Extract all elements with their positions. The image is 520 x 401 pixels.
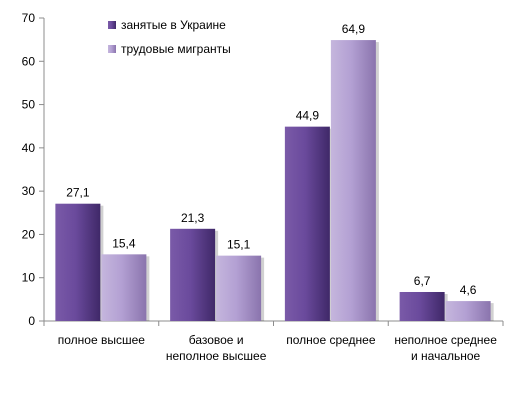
y-tick-label: 60 [22,54,36,68]
bar-migrants [216,255,262,321]
bar-employed [399,291,445,321]
x-category-label: неполное среднее и начальное [394,333,497,363]
y-tick-label: 40 [22,141,36,155]
y-tick-label: 20 [22,227,36,241]
data-label: 6,7 [414,274,431,288]
x-category-label: базовое и неполное высшее [166,333,267,363]
data-labels: 27,1 21,3 44,9 6,7 15,4 15,1 64,9 4,6 [66,22,477,297]
bar-migrants [101,254,147,321]
y-tick-label: 70 [22,11,36,25]
legend: занятые в Украине трудовые мигранты [108,18,231,56]
x-category-label: полное среднее [286,333,376,347]
bar-employed [284,126,330,321]
y-tick-label: 50 [22,98,36,112]
y-tick-label: 0 [28,314,35,328]
axes: 0 10 20 30 40 50 60 70 полное высшее базовое и неп… [22,11,504,363]
data-label: 4,6 [460,283,477,297]
bars [55,40,494,321]
legend-swatch [108,45,116,53]
data-label: 64,9 [342,22,366,36]
bar-employed [170,228,216,321]
data-label: 15,1 [227,238,251,252]
legend-label: занятые в Украине [121,18,226,32]
data-label: 21,3 [181,211,205,225]
legend-label: трудовые мигранты [121,42,231,56]
legend-swatch [108,21,116,29]
data-label: 15,4 [112,236,136,250]
bar-migrants [330,40,376,321]
x-category-label: полное высшее [58,333,146,347]
data-label: 44,9 [296,109,320,123]
bar-employed [55,203,101,321]
bar-migrants [445,301,491,321]
y-tick-label: 30 [22,184,36,198]
y-tick-label: 10 [22,271,36,285]
data-label: 27,1 [66,186,90,200]
